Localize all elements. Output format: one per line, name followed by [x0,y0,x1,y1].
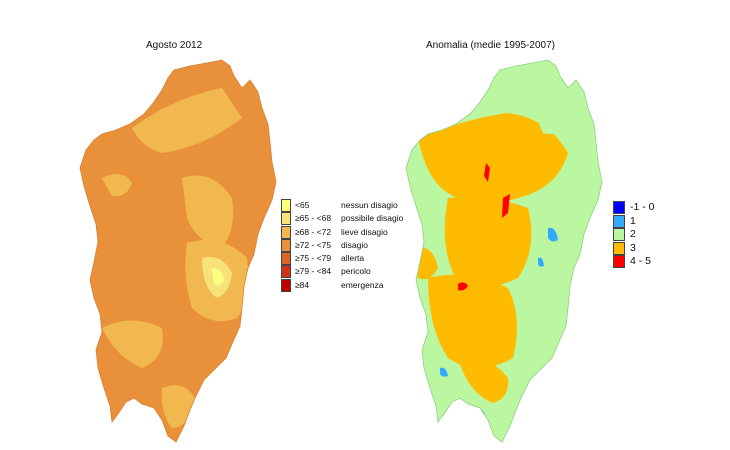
legend-label: 4 - 5 [630,255,652,267]
legend-label: allerta [341,253,365,264]
legend-label: 1 [630,214,636,227]
sardinia-heat-index-map [79,59,277,443]
legend-swatch [613,255,625,268]
left-map-title: Agosto 2012 [146,40,203,51]
legend-range: ≥68 - <72 [295,226,332,237]
legend-swatch [613,201,625,214]
legend-swatch [281,265,291,279]
legend-swatch [281,252,291,266]
legend-range: ≥75 - <79 [295,253,332,264]
legend-range: ≥65 - <68 [295,213,332,224]
legend-swatch [613,241,625,255]
legend-range: <65 [295,200,310,210]
legend-range: ≥72 - <75 [295,239,332,250]
legend-swatch [281,238,291,252]
legend-label: lieve disagio [341,226,388,237]
legend-label: -1 - 0 [630,201,655,213]
legend-label: emergenza [341,279,384,290]
legend-label: pericolo [341,266,371,277]
legend-swatch [613,228,625,241]
legend-label: disagio [341,239,368,250]
sardinia-anomaly-map [405,59,603,443]
legend-swatch [613,214,625,228]
right-map-title: Anomalia (medie 1995-2007) [426,40,555,51]
legend-range: ≥79 - <84 [295,266,332,277]
legend-swatch [281,278,291,292]
legend-label: 2 [630,228,636,240]
legend-range: ≥84 [295,279,310,290]
legend-swatch [281,212,291,226]
legend-label: nessun disagio [341,200,398,210]
legend-swatch [281,199,291,212]
legend-label: possibile disagio [341,213,404,224]
legend-swatch [281,225,291,239]
legend-label: 3 [630,241,636,254]
